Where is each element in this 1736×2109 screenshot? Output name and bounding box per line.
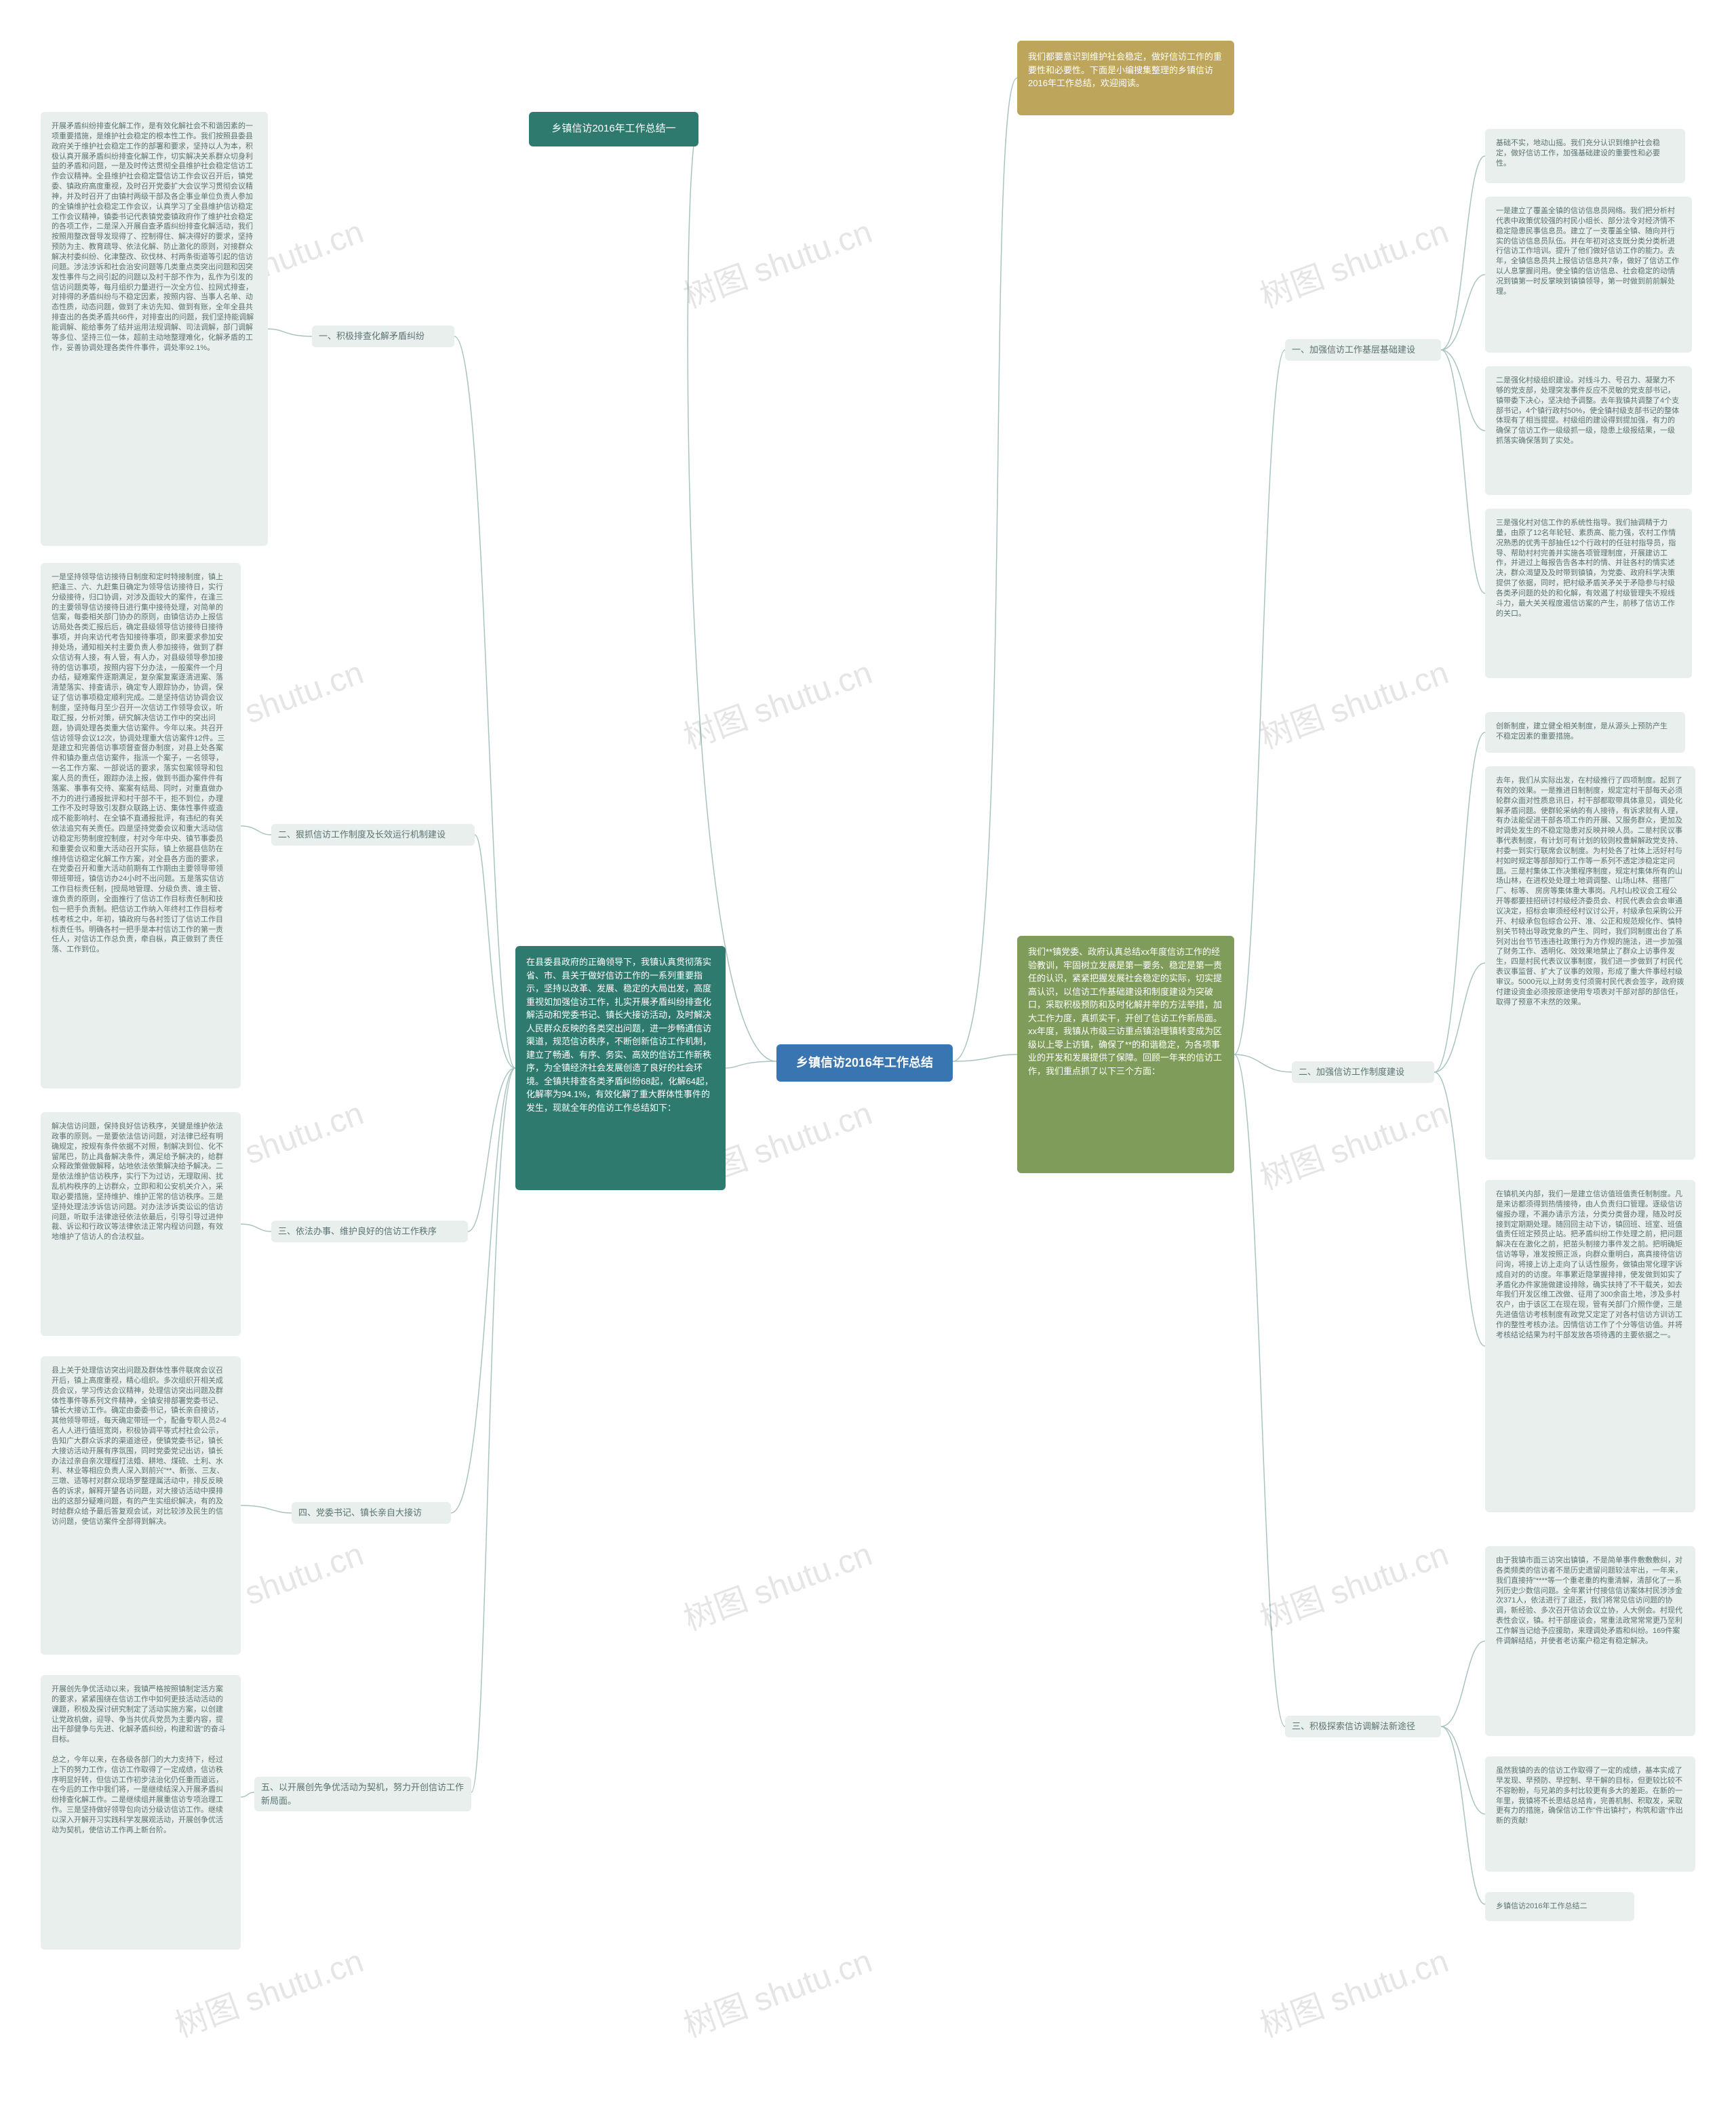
right-branch-leaf: 二是强化村级组织建设。对线斗力、号召力、凝聚力不够的党支部，处理突发事件反应不灵… (1485, 366, 1692, 495)
watermark: 树图 shutu.cn (676, 1934, 877, 2046)
watermark: 树图 shutu.cn (1252, 1934, 1454, 2046)
right-branch-label: 二、加强信访工作制度建设 (1292, 1061, 1434, 1083)
watermark: 树图 shutu.cn (676, 205, 877, 317)
right-branch-leaf: 去年，我们从实际出发，在村级推行了四项制度。起到了有效的效果。一是推进日制制度，… (1485, 766, 1695, 1160)
watermark: 树图 shutu.cn (1252, 205, 1454, 317)
intro-paragraph: 我们都要意识到维护社会稳定，做好信访工作的重要性和必要性。下面是小编搜集整理的乡… (1017, 41, 1234, 115)
left-branch-leaf: 开展矛盾纠纷排查化解工作，是有效化解社会不和谐因素的一项重要措施，是维护社会稳定… (41, 112, 268, 546)
left-branch-label: 五、以开展创先争优活动为契机，努力开创信访工作新局面。 (254, 1777, 471, 1811)
right-branch-leaf: 基础不实，地动山摇。我们充分认识到维护社会稳定，做好信访工作，加强基础建设的重要… (1485, 129, 1685, 183)
watermark: 树图 shutu.cn (1252, 1086, 1454, 1198)
right-branch-leaf: 在镇机关内部，我们一是建立信访值班值责任制制度。凡是来访都须得到热情接待，由人负… (1485, 1180, 1695, 1512)
left-branch-label: 一、积极排查化解矛盾纠纷 (312, 326, 454, 347)
left-branch-leaf: 一是坚持领导信访接待日制度和定时特接制度，镇上把逢三、六、九赶集日确定为领导信访… (41, 563, 241, 1088)
right-branch-leaf: 乡镇信访2016年工作总结二 (1485, 1892, 1634, 1921)
watermark: 树图 shutu.cn (676, 646, 877, 757)
right-branch-leaf: 虽然我镇的去的信访工作取得了一定的成绩，基本实成了早发现、早预防、早控制、早干解… (1485, 1756, 1695, 1872)
left-branch-leaf: 县上关于处理信访突出问题及群体性事件联席会议召开后，镇上高度重视，精心组织。多次… (41, 1356, 241, 1655)
watermark: 树图 shutu.cn (1252, 646, 1454, 757)
watermark: 树图 shutu.cn (676, 1527, 877, 1639)
summary-two-intro: 我们**镇党委、政府认真总结xx年度信访工作的经验教训，牢固树立发展是第一要务、… (1017, 936, 1234, 1173)
watermark: 树图 shutu.cn (1252, 1527, 1454, 1639)
left-branch-label: 三、依法办事、维护良好的信访工作秩序 (271, 1221, 468, 1242)
right-branch-leaf: 三是强化村对信工作的系统性指导。我们抽调精于力量，由原了12名年轮轻、素质高、能… (1485, 509, 1692, 678)
right-branch-label: 一、加强信访工作基层基础建设 (1285, 339, 1441, 361)
right-branch-leaf: 由于我镇市面三访突出镇镇，不是简单事件敷敷敷纠，对各类频类的信访者不是历史遗留问… (1485, 1546, 1695, 1736)
right-branch-label: 三、积极探索信访调解法新途径 (1285, 1716, 1441, 1737)
left-branch-leaf: 开展创先争优活动以来，我镇严格按照镇制定活方案的要求，紧紧围绕在信访工作中如何更… (41, 1675, 241, 1950)
right-branch-leaf: 创新制度，建立健全相关制度，是从源头上预防产生不稳定因素的重要措施。 (1485, 712, 1685, 753)
watermark: 树图 shutu.cn (167, 1934, 369, 2046)
left-branch-label: 二、狠抓信访工作制度及长效运行机制建设 (271, 824, 475, 846)
right-branch-leaf: 一是建立了覆盖全镇的信访信息员网络。我们把分析村代表中政策优较强的村民小组长、部… (1485, 197, 1692, 353)
summary-one-intro: 在县委县政府的正确领导下，我镇认真贯彻落实省、市、县关于做好信访工作的一系列重要… (515, 946, 726, 1190)
left-branch-label: 四、党委书记、镇长亲自大接访 (292, 1502, 451, 1524)
summary-one-title: 乡镇信访2016年工作总结一 (529, 112, 698, 146)
center-root-node: 乡镇信访2016年工作总结 (776, 1044, 953, 1082)
left-branch-leaf: 解决信访问题，保持良好信访秩序，关键是维护依法政事的原则。一是要依法信访问题，对… (41, 1112, 241, 1336)
